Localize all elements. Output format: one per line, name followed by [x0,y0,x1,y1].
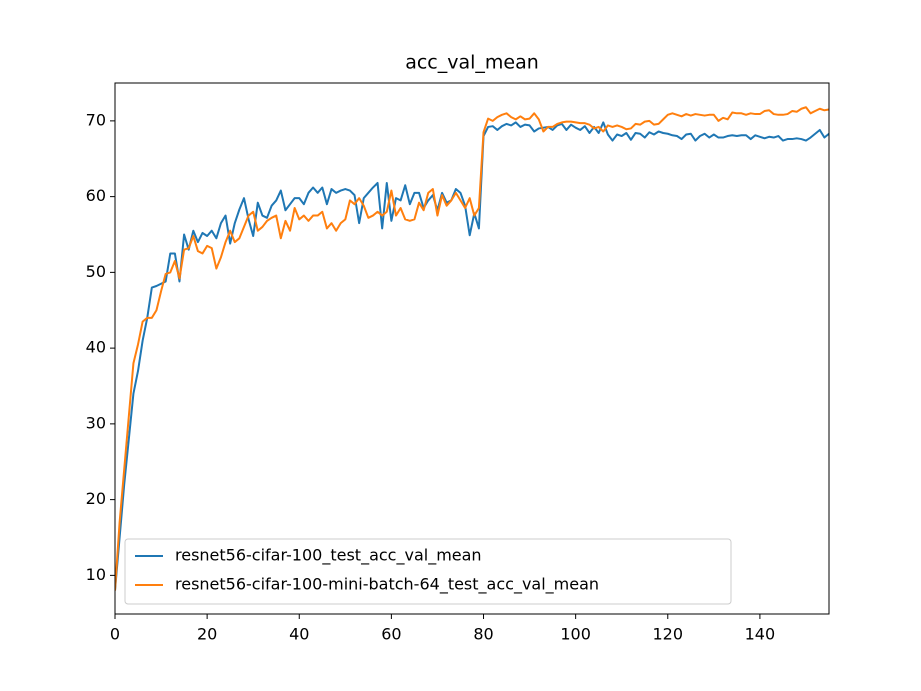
x-tick-label: 40 [289,625,309,644]
x-tick-label: 80 [473,625,493,644]
legend: resnet56-cifar-100_test_acc_val_meanresn… [124,538,732,605]
chart-title: acc_val_mean [405,52,539,74]
plot-frame [114,82,830,615]
legend-label: resnet56-cifar-100_test_acc_val_mean [175,546,482,566]
x-tick-label: 60 [381,625,401,644]
y-tick-label: 20 [86,489,106,508]
y-tick-label: 50 [86,262,106,281]
y-tick-label: 40 [86,338,106,357]
legend-label: resnet56-cifar-100-mini-batch-64_test_ac… [175,575,599,595]
x-tick-label: 0 [110,625,120,644]
y-tick-label: 60 [86,186,106,205]
y-tick-label: 70 [86,110,106,129]
series-line [115,121,829,591]
x-tick-label: 100 [560,625,591,644]
x-tick-label: 120 [653,625,684,644]
x-tick-label: 20 [197,625,217,644]
series-line [115,106,829,591]
y-tick-label: 30 [86,413,106,432]
legend-box [124,538,732,605]
x-tick-label: 140 [745,625,776,644]
y-tick-label: 10 [86,565,106,584]
